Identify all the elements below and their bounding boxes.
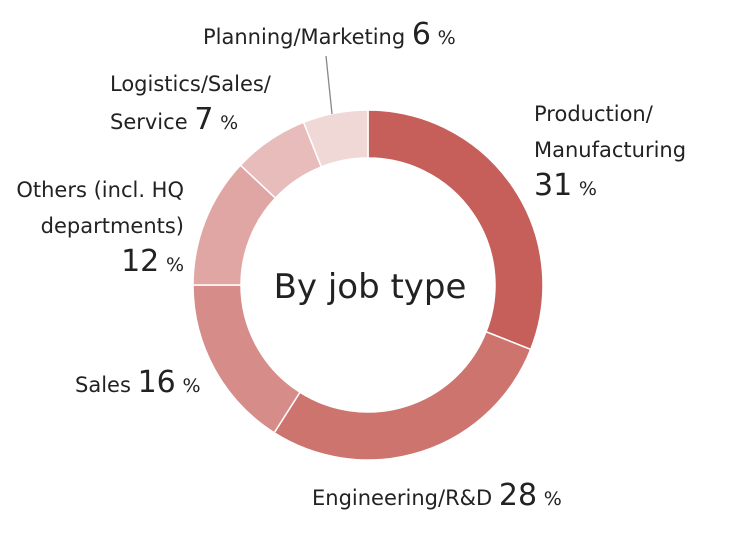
- value-production: 31: [534, 168, 573, 203]
- slice-production: [367, 109, 544, 351]
- value-logistics: 7: [194, 102, 214, 137]
- label-engineering: Engineering/R&D 28 %: [312, 478, 562, 517]
- label-production: Production/ Manufacturing 31 %: [534, 96, 686, 207]
- value-sales: 16: [137, 365, 176, 400]
- label-others-line1: Others (incl. HQ: [16, 178, 184, 202]
- planning-leader-line: [325, 55, 333, 115]
- label-sales-name: Sales: [75, 373, 131, 397]
- slice-planning: [302, 109, 369, 168]
- label-planning: Planning/Marketing 6 %: [203, 17, 456, 56]
- pct-production: %: [578, 178, 597, 200]
- value-engineering: 28: [498, 478, 538, 513]
- label-logistics: Logistics/Sales/ Service 7 %: [110, 66, 271, 141]
- value-others: 12: [121, 244, 160, 279]
- label-others-line2: departments): [40, 214, 184, 238]
- label-others: Others (incl. HQ departments) 12 %: [16, 172, 184, 283]
- label-sales: Sales 16 %: [75, 365, 201, 404]
- label-planning-name: Planning/Marketing: [203, 25, 406, 49]
- label-logistics-line2: Service: [110, 110, 188, 134]
- label-production-line1: Production/: [534, 102, 653, 126]
- slice-engineering: [273, 330, 532, 461]
- pct-engineering: %: [543, 488, 562, 510]
- donut-slices: [192, 109, 544, 461]
- pct-others: %: [165, 254, 184, 276]
- pct-logistics: %: [220, 112, 239, 134]
- value-planning: 6: [411, 17, 431, 52]
- label-engineering-name: Engineering/R&D: [312, 486, 493, 510]
- pct-planning: %: [437, 27, 456, 49]
- pct-sales: %: [182, 375, 201, 397]
- label-production-line2: Manufacturing: [534, 138, 687, 162]
- label-logistics-line1: Logistics/Sales/: [110, 72, 271, 96]
- chart-title: By job type: [273, 267, 467, 307]
